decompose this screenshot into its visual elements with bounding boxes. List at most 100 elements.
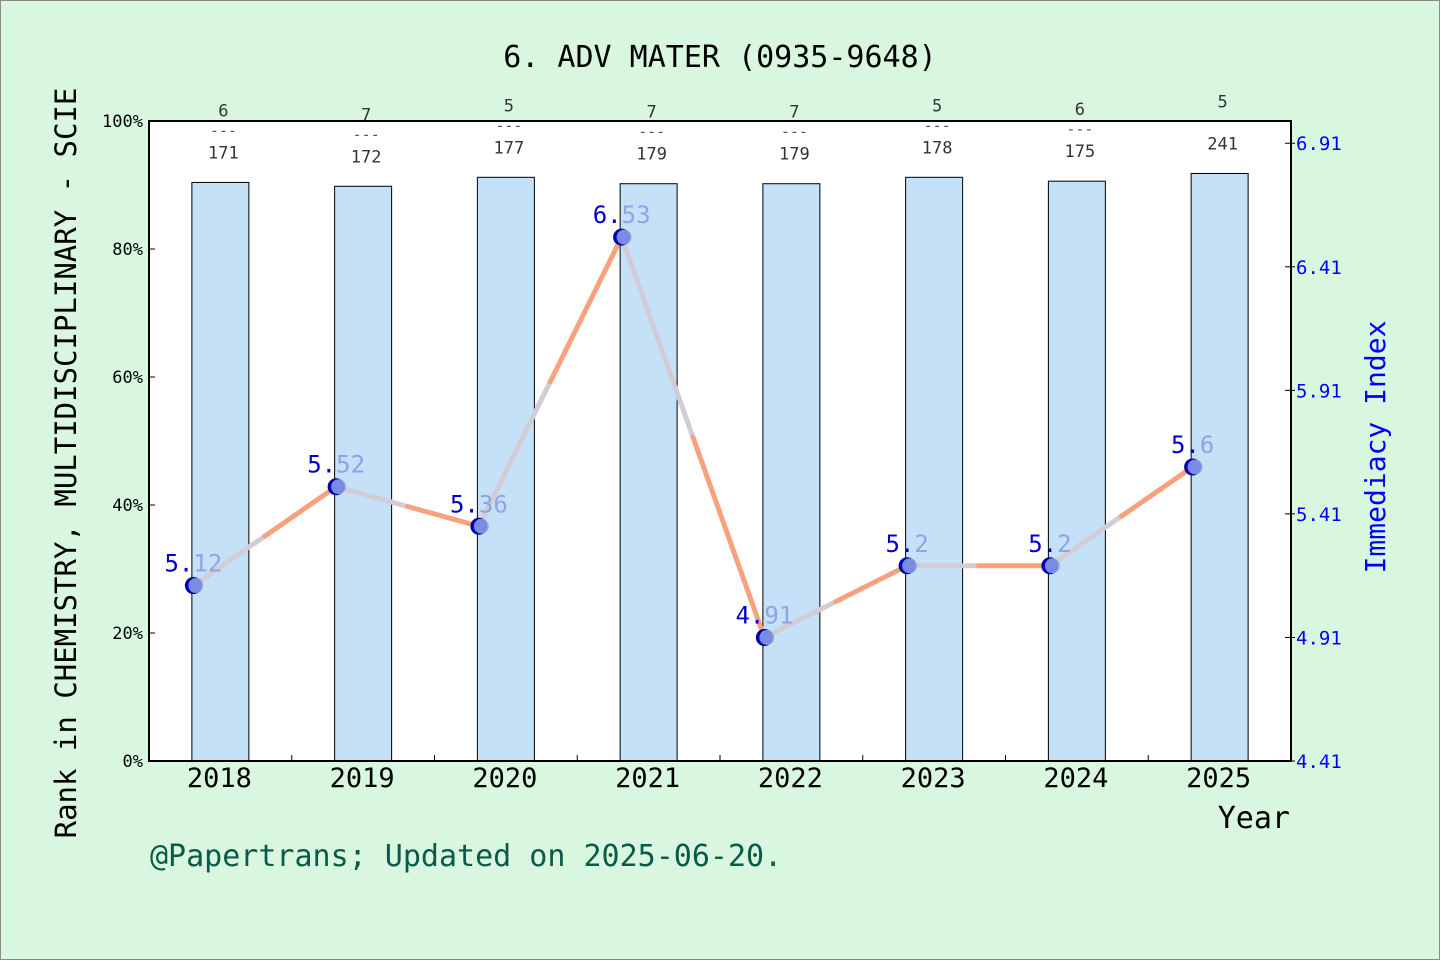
bar-total-label: 179 [779,145,810,165]
bar-rank-label: 7 [647,103,657,123]
point-highlight [331,479,347,495]
bar-fraction-line: --- [1066,120,1093,138]
line-segment [690,434,767,640]
point-value-label: 6.53 [593,201,651,229]
point-highlight [759,629,775,645]
left-tick-label: 100% [102,112,143,132]
line-segment [405,503,482,529]
bar-fraction-line: --- [210,121,237,139]
point-value-label: 5.2 [885,530,928,558]
bar-fraction-line: --- [638,123,665,141]
bar-2019 [334,185,393,762]
bar-2024 [1047,180,1106,762]
bar-2018 [191,181,250,762]
point-value-head: 5. [1028,530,1057,558]
bars [191,172,1249,762]
point-value-head: 5. [450,490,479,518]
bar-2022 [762,183,821,762]
point-value-tail: 12 [193,550,222,578]
point-value-label: 5.2 [1028,530,1071,558]
bar-rank-label: 6 [1075,100,1085,120]
line-segment [1047,513,1124,569]
point-value-head: 5. [885,530,914,558]
x-tick-label: 2019 [330,763,395,794]
bar-fraction-line: --- [924,116,951,134]
point-highlight [188,578,204,594]
bar-total-label: 241 [1207,134,1238,154]
x-axis-label: Year [1218,801,1290,836]
line-segment [1118,464,1196,519]
point-value-tail: 2 [914,530,928,558]
bar-total-label: 172 [351,147,382,167]
bar-rank-label: 5 [504,96,514,116]
left-tick-label: 40% [112,496,143,516]
x-tick-label: 2023 [901,763,966,794]
bar-2023 [905,176,964,762]
point-value-head: 6. [593,201,622,229]
left-tick-label: 20% [112,624,143,644]
x-tick-label: 2021 [615,763,680,794]
bar-total-label: 177 [494,138,525,158]
right-tick-label: 5.91 [1296,380,1342,402]
left-tick-label: 0% [123,752,143,772]
bar-rank-label: 5 [1218,92,1228,112]
left-tick-label: 60% [112,368,143,388]
point-value-label: 5.52 [307,451,365,479]
bar-total-label: 171 [208,143,239,163]
point-value-head: 5. [307,451,336,479]
bar-labels: 6---1717---1725---1777---1797---1795---1… [208,92,1238,167]
x-tick-label: 2025 [1186,763,1251,794]
point-highlight [616,229,632,245]
point-highlight [902,558,918,574]
line-segment [262,484,339,539]
bar-total-label: 179 [636,145,667,165]
bar-rank-label: 5 [932,96,942,116]
right-tick-label: 6.91 [1296,133,1342,155]
point-value-head: 5. [1171,431,1200,459]
x-tick-label: 2018 [187,763,252,794]
point-value-tail: 52 [336,451,365,479]
point-highlight [473,518,489,534]
right-tick-label: 5.41 [1296,504,1342,526]
line-segment [833,563,910,605]
line-segment [333,484,410,509]
footer-note: @Papertrans; Updated on 2025-06-20. [150,839,782,874]
bar-2021 [619,183,678,762]
left-axis: 0% 20% 40% 60% 80% 100% [102,112,155,772]
line-segment [619,234,696,440]
line-segment [761,599,839,640]
bar-total-label: 175 [1065,142,1096,162]
line-segment [547,234,625,385]
right-tick-label: 4.41 [1296,751,1342,773]
line-segment [190,533,268,589]
point-value-label: 5.12 [164,550,222,578]
point-value-head: 4. [735,601,764,629]
y-axis-label: Rank in CHEMISTRY, MULTIDISCIPLINARY - S… [49,88,83,839]
x-tick-label: 2022 [758,763,823,794]
line-segment [476,379,553,529]
bar-rank-label: 6 [218,101,228,121]
bar-fraction-line: --- [781,123,808,141]
point-labels: 5.125.525.366.534.915.2 5.25.6 [164,201,1214,629]
point-value-tail: 36 [479,490,508,518]
y2-axis-label: Immediacy Index [1359,321,1392,574]
immediacy-line [184,228,1203,646]
point-value-label: 4.91 [735,601,793,629]
point-value-tail: 53 [622,201,651,229]
plot-area [149,121,1291,761]
point-highlight [1187,459,1203,475]
point-value-tail: 2 [1057,530,1071,558]
x-axis: 2018 2019 2020 2021 2022 2023 2024 2025 [148,755,1292,794]
right-tick-label: 6.41 [1296,257,1342,279]
bar-fraction-line: --- [495,116,522,134]
x-tick-label: 2020 [472,763,537,794]
point-highlight [1044,558,1060,574]
point-value-label: 5.6 [1171,431,1214,459]
chart-title: 6. ADV MATER (0935-9648) [503,40,936,75]
bar-total-label: 178 [922,138,953,158]
left-tick-label: 80% [112,240,143,260]
point-value-label: 5.36 [450,490,508,518]
point-value-head: 5. [164,550,193,578]
bar-fraction-line: --- [353,125,380,143]
